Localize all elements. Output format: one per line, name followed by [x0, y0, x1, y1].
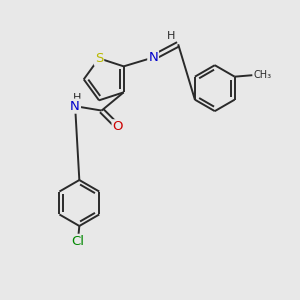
Text: N: N [148, 51, 158, 64]
Text: H: H [72, 93, 81, 103]
Text: H: H [167, 31, 175, 41]
Text: Cl: Cl [71, 235, 84, 248]
Text: CH₃: CH₃ [254, 70, 272, 80]
Text: S: S [95, 52, 103, 65]
Text: N: N [70, 100, 80, 113]
Text: O: O [112, 120, 123, 133]
